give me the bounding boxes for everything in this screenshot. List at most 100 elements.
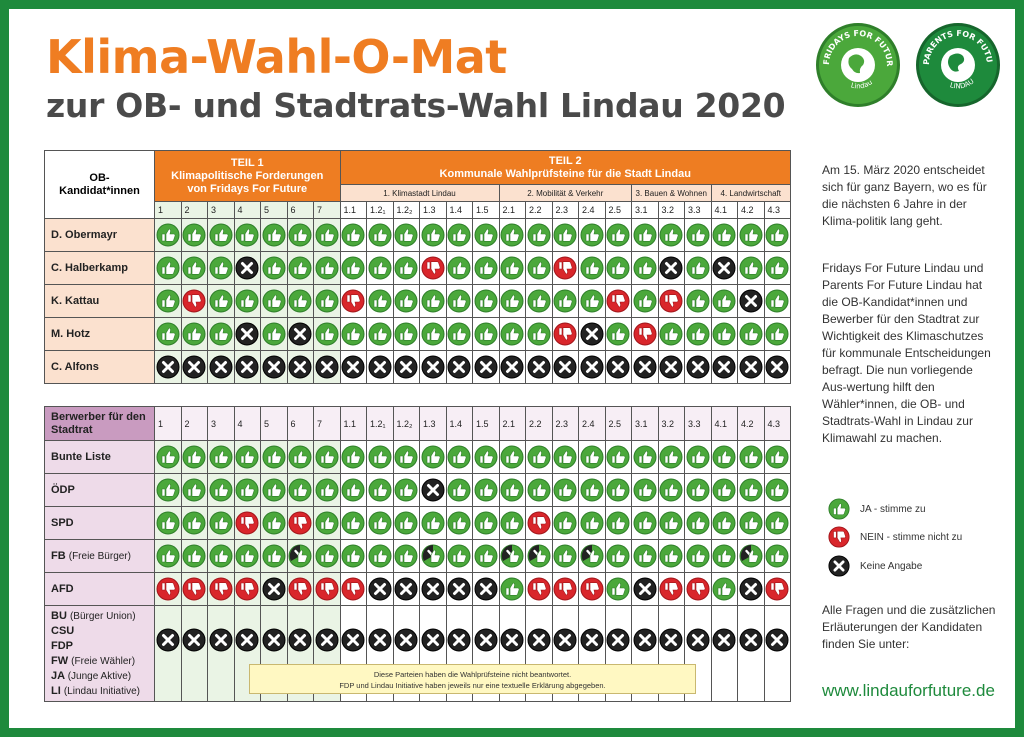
answer-cell [233, 317, 261, 351]
answer-cell [445, 572, 473, 606]
thumbs-up-icon [341, 478, 365, 502]
cross-icon [739, 355, 763, 379]
note-line-2: FDP und Lindau Initiative haben jeweils … [339, 681, 606, 690]
column-header: 1.5 [472, 406, 500, 441]
answer-cell [657, 317, 685, 351]
thumbs-up-icon [156, 511, 180, 535]
thumbs-down-icon [553, 322, 577, 346]
answer-cell [445, 251, 473, 285]
answer-cell [737, 473, 765, 507]
group-bauen: 3. Bauen & Wohnen [631, 184, 712, 202]
answer-cell [392, 440, 420, 474]
answer-cell [710, 473, 738, 507]
answer-cell [684, 218, 712, 252]
thumbs-up-icon [580, 445, 604, 469]
thumbs-down-icon [527, 511, 551, 535]
thumbs-up-icon [341, 256, 365, 280]
answer-cell [233, 350, 261, 384]
column-header: 4 [233, 406, 261, 441]
answer-cell [392, 539, 420, 573]
thumbs-up-icon [739, 322, 763, 346]
table-row: Bunte Liste [44, 440, 791, 474]
answer-cell [366, 440, 394, 474]
part2-title: TEIL 2 [548, 154, 582, 167]
answer-cell [233, 539, 261, 573]
thumbs-up-icon [633, 511, 657, 535]
thumbs-up-icon [156, 478, 180, 502]
cross-icon [659, 256, 683, 280]
group-klimastadt: 1. Klimastadt Lindau [339, 184, 500, 202]
answer-cell [578, 506, 606, 540]
column-header: 3 [207, 201, 235, 219]
answer-cell [525, 284, 553, 318]
thumbs-up-icon [315, 445, 339, 469]
cross-icon [288, 355, 312, 379]
answer-cell [313, 350, 341, 384]
answer-cell [207, 218, 235, 252]
answer-cell [313, 284, 341, 318]
column-header: 1.5 [472, 201, 500, 219]
answer-cell [551, 218, 579, 252]
thumbs-up-icon [765, 511, 789, 535]
thumbs-up-icon [447, 544, 471, 568]
answer-cell [631, 350, 659, 384]
cross-icon [527, 628, 551, 652]
answer-cell [763, 251, 791, 285]
answer-cell [392, 284, 420, 318]
answer-cell [419, 284, 447, 318]
answer-cell [684, 572, 712, 606]
part1-header: TEIL 1 Klimapolitische Forderungen von F… [154, 150, 341, 202]
party-full-name: (Lindau Initiative) [63, 686, 140, 697]
thumbs-up-icon [209, 478, 233, 502]
thumbs-up-icon [235, 223, 259, 247]
answer-cell [419, 218, 447, 252]
thumbs-up-icon [739, 223, 763, 247]
answer-cell [392, 317, 420, 351]
answer-cell [366, 317, 394, 351]
legend-yes: JA - stimme zu [828, 498, 926, 520]
answer-cell [180, 251, 208, 285]
cross-icon [739, 289, 763, 313]
answer-cell [154, 506, 182, 540]
answer-cell [525, 506, 553, 540]
thumbs-up-icon [262, 511, 286, 535]
answer-cell [657, 473, 685, 507]
answer-cell [551, 251, 579, 285]
cross-icon [156, 355, 180, 379]
thumbs-down-icon [182, 289, 206, 313]
answer-cell [472, 284, 500, 318]
thumbs-up-icon [394, 223, 418, 247]
thumbs-up-icon [368, 478, 392, 502]
answer-cell [286, 317, 314, 351]
thumbs-up-icon [686, 289, 710, 313]
party-abbr: LI [51, 685, 61, 697]
column-header: 1 [154, 201, 182, 219]
row-name: D. Obermayr [51, 229, 118, 241]
answer-cell [286, 506, 314, 540]
answer-cell [207, 284, 235, 318]
cross-icon [209, 355, 233, 379]
row-name: K. Kattau [51, 295, 100, 307]
column-header: 2.4 [578, 406, 606, 441]
party-abbr: FDP [51, 640, 73, 652]
cross-icon [474, 355, 498, 379]
answer-cell [631, 218, 659, 252]
answer-cell [445, 473, 473, 507]
website-link[interactable]: www.lindauforfuture.de [822, 681, 995, 700]
group-landwirtschaft: 4. Landwirtschaft [710, 184, 791, 202]
answer-cell [472, 506, 500, 540]
answer-cell [154, 539, 182, 573]
answer-cell [286, 251, 314, 285]
thumbs-up-icon [712, 577, 736, 601]
thumbs-up-icon [262, 544, 286, 568]
answer-cell [392, 473, 420, 507]
column-header: 5 [260, 406, 288, 441]
answer-cell [286, 440, 314, 474]
answer-cell [657, 284, 685, 318]
thumbs-up-icon [341, 322, 365, 346]
thumbs-up-icon [262, 256, 286, 280]
answer-cell [710, 317, 738, 351]
answer-cell [207, 473, 235, 507]
row-label: SPD [44, 506, 155, 540]
